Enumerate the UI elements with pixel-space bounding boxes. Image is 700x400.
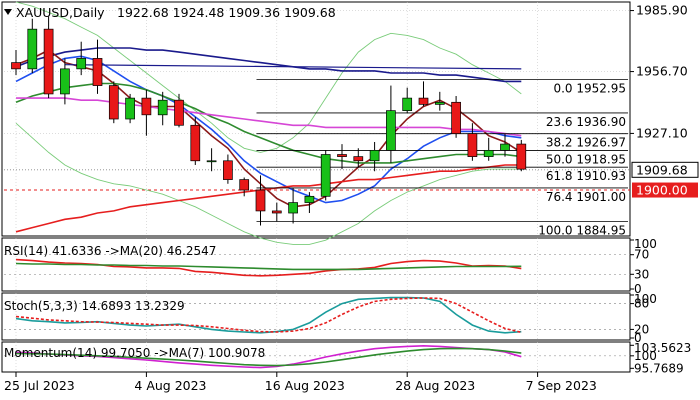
candle-up bbox=[76, 58, 87, 70]
indicator-line bbox=[15, 262, 522, 271]
candle-down bbox=[174, 99, 184, 126]
candle-down bbox=[337, 154, 347, 157]
moving-average-line bbox=[15, 164, 522, 233]
price-axis: 1985.90 1956.70 1927.10 bbox=[630, 3, 688, 140]
mom-frame bbox=[1, 341, 631, 373]
fib-level-label: 100.0 1884.95 bbox=[538, 223, 626, 237]
current-price-box bbox=[631, 161, 699, 178]
price-title-group: XAUUSD,Daily 1922.68 1924.48 1909.36 190… bbox=[4, 5, 336, 20]
candle-up bbox=[402, 97, 413, 111]
current-price-marker: 1909.68 bbox=[631, 161, 699, 178]
level-1900-label: 1900.00 bbox=[636, 183, 688, 198]
candle-up bbox=[483, 149, 494, 157]
ohlc-header: 1922.68 1924.48 1909.36 1909.68 bbox=[117, 5, 336, 20]
stoch-lines bbox=[4, 296, 630, 334]
candle-down bbox=[516, 143, 527, 170]
tick-label: 103.5623 bbox=[634, 341, 691, 355]
candle-up bbox=[386, 110, 396, 151]
candle-up bbox=[60, 68, 70, 95]
candle-up bbox=[125, 97, 135, 120]
candle-up bbox=[500, 143, 510, 151]
candle-down bbox=[141, 97, 152, 116]
date-tick-label: 28 Aug 2023 bbox=[395, 378, 475, 393]
candle-down bbox=[467, 133, 478, 157]
candle-up bbox=[157, 99, 168, 116]
tick-label: 70 bbox=[634, 248, 649, 262]
candle-down bbox=[223, 160, 233, 180]
candle-down bbox=[11, 62, 21, 70]
date-axis: 25 Jul 2023 4 Aug 2023 16 Aug 2023 28 Aug 2… bbox=[4, 372, 597, 393]
trendline bbox=[64, 64, 522, 70]
candle-down bbox=[92, 58, 103, 86]
date-tick-label: 25 Jul 2023 bbox=[4, 378, 75, 393]
panel-frames bbox=[1, 1, 631, 373]
price-tick-label: 1985.90 bbox=[636, 3, 688, 18]
stoch-title: Stoch(5,3,3) 14.6893 13.2329 bbox=[4, 299, 185, 313]
candle-down bbox=[255, 189, 266, 212]
candle-up bbox=[304, 195, 315, 203]
rsi-lines bbox=[4, 254, 630, 277]
candle-down bbox=[451, 101, 461, 134]
price-frame bbox=[1, 1, 631, 237]
tick-label: 80 bbox=[634, 297, 649, 311]
price-tick-label: 1956.70 bbox=[636, 64, 688, 79]
rsi-frame bbox=[1, 237, 631, 292]
date-tick-label: 16 Aug 2023 bbox=[265, 378, 345, 393]
moving-average-line bbox=[16, 97, 522, 137]
candle-up bbox=[27, 28, 38, 70]
fib-level-label: 76.4 1901.00 bbox=[546, 190, 626, 204]
momentum-lines bbox=[4, 344, 630, 369]
candle-down bbox=[271, 210, 282, 214]
tick-label: 0 bbox=[634, 282, 642, 296]
momentum-title: Momentum(14) 99.7050 ->MA(7) 100.9078 bbox=[4, 346, 265, 360]
candles bbox=[11, 16, 527, 226]
level-1900-box bbox=[632, 182, 698, 198]
trend-line bbox=[64, 64, 522, 70]
indicator-line bbox=[15, 347, 522, 367]
candle-up bbox=[320, 154, 331, 197]
candle-up bbox=[288, 202, 298, 214]
candle-down bbox=[353, 156, 364, 162]
indicator-line bbox=[15, 296, 522, 334]
tick-label: 100 bbox=[634, 349, 657, 363]
tick-label: 30 bbox=[634, 267, 649, 281]
candle-up bbox=[369, 149, 380, 162]
fib-level-label: 61.8 1910.93 bbox=[546, 169, 626, 183]
candle-up bbox=[434, 101, 445, 105]
price-tick-label: 1927.10 bbox=[636, 125, 688, 140]
candle-down bbox=[190, 124, 201, 162]
tick-label: 100 bbox=[634, 292, 657, 306]
candle-down bbox=[418, 97, 429, 105]
candle-down bbox=[43, 28, 54, 95]
fib-level-label: 50.0 1918.95 bbox=[546, 152, 626, 166]
moving-average-line bbox=[15, 47, 522, 83]
level-1900-marker: 1900.00 bbox=[632, 182, 698, 198]
fib-level-label: 38.2 1926.97 bbox=[546, 136, 626, 150]
tick-label: 95.7689 bbox=[634, 361, 684, 375]
stoch-frame bbox=[1, 292, 631, 341]
date-tick-label: 7 Sep 2023 bbox=[526, 378, 597, 393]
current-price-label: 1909.68 bbox=[636, 162, 688, 177]
fib-level-label: 23.6 1936.90 bbox=[546, 115, 626, 129]
price-title: XAUUSD,Daily bbox=[16, 5, 105, 20]
fibonacci-lines bbox=[256, 79, 628, 222]
date-tick-label: 4 Aug 2023 bbox=[134, 378, 206, 393]
candle-up bbox=[206, 160, 217, 163]
fib-level-label: 0.0 1952.95 bbox=[553, 81, 626, 95]
bollinger-band-line bbox=[15, 122, 522, 245]
indicator-line bbox=[15, 297, 522, 334]
candle-down bbox=[239, 179, 250, 191]
rsi-title: RSI(14) 41.6336 ->MA(20) 46.2547 bbox=[4, 244, 216, 258]
candle-down bbox=[108, 85, 119, 120]
tick-label: 0 bbox=[634, 331, 642, 345]
tick-label: 100 bbox=[634, 237, 657, 251]
fibonacci-labels: 0.0 1952.95 23.6 1936.90 38.2 1926.97 50.0 … bbox=[538, 81, 626, 237]
tick-label: 20 bbox=[634, 322, 649, 336]
collapse-triangle-icon[interactable] bbox=[4, 9, 12, 15]
